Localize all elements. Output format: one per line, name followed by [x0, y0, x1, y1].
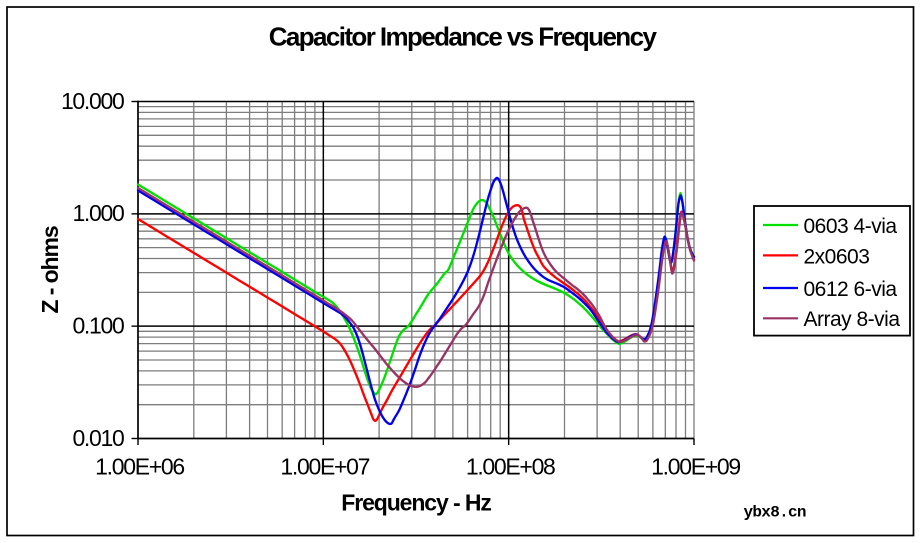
- svg-text:0.010: 0.010: [72, 425, 124, 451]
- svg-text:0.100: 0.100: [72, 313, 124, 339]
- svg-text:1.00E+08: 1.00E+08: [466, 454, 555, 480]
- svg-text:Frequency - Hz: Frequency - Hz: [341, 490, 491, 516]
- svg-text:1.00E+09: 1.00E+09: [651, 454, 740, 480]
- svg-text:0603 4-via: 0603 4-via: [804, 215, 898, 238]
- svg-text:Z - ohms: Z - ohms: [37, 226, 63, 313]
- svg-text:1.000: 1.000: [72, 200, 124, 226]
- svg-text:Capacitor Impedance vs Frequen: Capacitor Impedance vs Frequency: [269, 22, 658, 52]
- svg-text:2x0603: 2x0603: [804, 245, 870, 268]
- svg-text:Array 8-via: Array 8-via: [804, 308, 901, 331]
- svg-text:0612 6-via: 0612 6-via: [804, 278, 898, 301]
- svg-text:10.000: 10.000: [61, 88, 124, 114]
- svg-text:ybx8.cn: ybx8.cn: [744, 504, 806, 522]
- svg-text:1.00E+07: 1.00E+07: [280, 454, 369, 480]
- svg-text:1.00E+06: 1.00E+06: [95, 454, 184, 480]
